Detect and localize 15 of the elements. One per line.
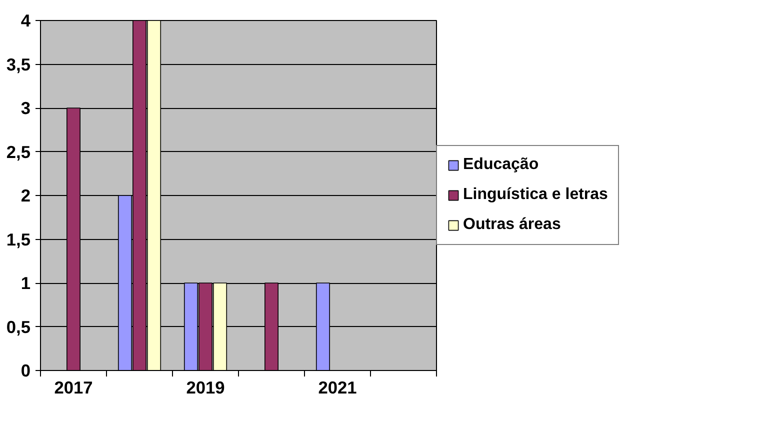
legend-label: Linguística e letras: [463, 186, 608, 204]
y-tick-label: 3,5: [6, 54, 31, 74]
legend-label: Educação: [463, 156, 539, 174]
y-tick-label: 2: [20, 186, 31, 206]
y-tick-label: 2,5: [6, 142, 31, 162]
legend-label: Outras áreas: [463, 216, 561, 234]
y-tick-label: 1: [20, 273, 31, 293]
y-tick-label: 0,5: [6, 316, 31, 337]
y-tick-label: 1,5: [6, 229, 31, 250]
y-tick-label: 3: [20, 98, 31, 118]
x-tick-label: 2017: [54, 378, 93, 398]
x-tick-label: 2019: [186, 378, 225, 398]
y-tick-label: 0: [20, 360, 31, 380]
y-tick-label: 4: [20, 10, 31, 30]
x-tick-label: 2021: [318, 378, 358, 398]
